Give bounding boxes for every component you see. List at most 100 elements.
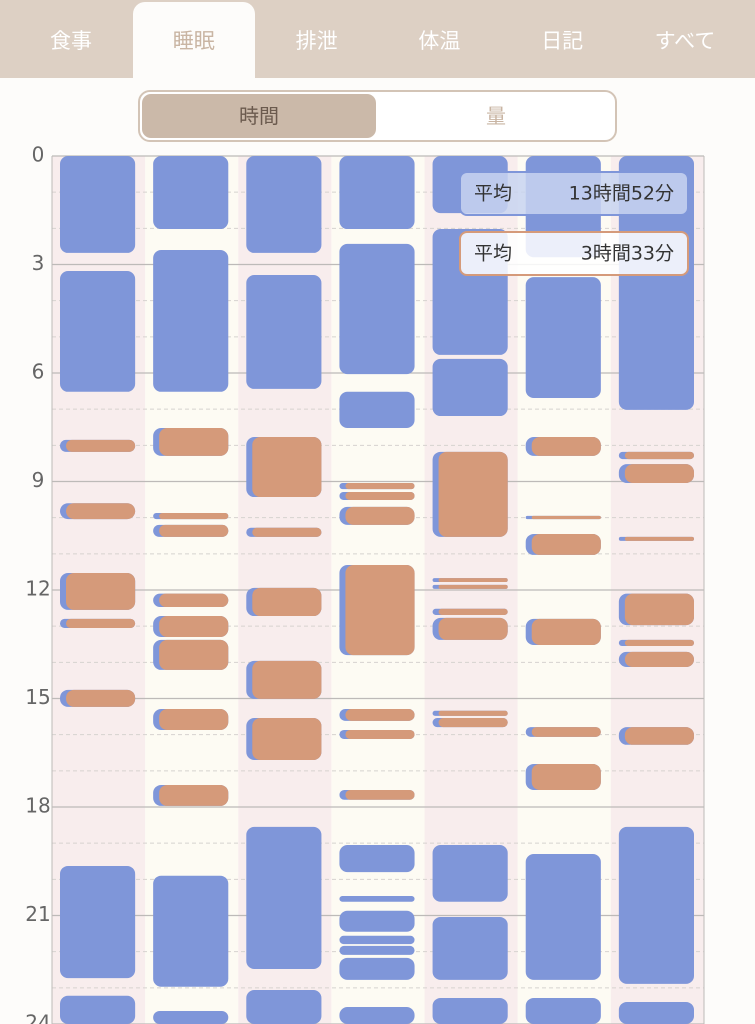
- average-label: 平均: [474, 183, 512, 205]
- sleep-block: [153, 250, 229, 392]
- awake-block: [531, 763, 601, 791]
- sleep-block: [432, 916, 508, 980]
- awake-block: [252, 718, 322, 760]
- y-tick-label: 18: [25, 794, 50, 818]
- awake-block: [345, 491, 415, 500]
- average-label: 平均: [474, 243, 512, 265]
- awake-block: [159, 708, 229, 730]
- sleep-block: [618, 1001, 694, 1024]
- sleep-block: [246, 274, 322, 389]
- sleep-block: [525, 854, 601, 980]
- sleep-block: [339, 156, 415, 230]
- segment[interactable]: 時間: [142, 94, 376, 138]
- sleep-block: [339, 895, 415, 902]
- awake-block: [159, 784, 229, 806]
- sleep-block: [246, 156, 322, 253]
- awake-block: [66, 573, 136, 610]
- awake-block: [624, 464, 694, 483]
- y-tick-label: 6: [32, 360, 45, 384]
- awake-block: [438, 617, 508, 640]
- tab[interactable]: 日記: [541, 29, 584, 53]
- sleep-block: [60, 995, 136, 1024]
- sleep-block: [339, 1007, 415, 1024]
- sleep-block: [153, 1010, 229, 1024]
- tab[interactable]: 睡眠: [132, 2, 255, 78]
- sleep-block: [153, 875, 229, 987]
- average-box: [459, 231, 689, 276]
- sleep-block: [432, 358, 508, 417]
- tab-bar: 食事 睡眠 排泄 体温 日記 すべて: [0, 0, 755, 78]
- sleep-block: [339, 945, 415, 955]
- awake-block: [438, 718, 508, 728]
- sleep-block: [525, 997, 601, 1024]
- sleep-block: [432, 997, 508, 1024]
- awake-block: [345, 708, 415, 721]
- y-tick-label: 15: [25, 685, 50, 709]
- y-tick-label: 0: [32, 143, 45, 167]
- awake-block: [159, 524, 229, 537]
- awake-block: [345, 729, 415, 740]
- sleep-block: [339, 844, 415, 873]
- average-value: 3時間33分: [581, 243, 674, 265]
- average-value: 13時間52分: [569, 183, 674, 205]
- sleep-block: [246, 990, 322, 1024]
- tab[interactable]: 体温: [418, 29, 461, 53]
- awake-block: [159, 616, 229, 638]
- sleep-block: [339, 243, 415, 375]
- awake-block: [252, 587, 322, 617]
- sleep-block: [339, 391, 415, 428]
- awake-block: [252, 660, 322, 699]
- awake-block: [252, 437, 322, 498]
- awake-block: [66, 439, 136, 452]
- y-tick-label: 12: [25, 577, 50, 601]
- awake-block: [252, 527, 322, 537]
- awake-block: [531, 533, 601, 555]
- awake-block: [159, 512, 229, 520]
- awake-block: [66, 618, 136, 628]
- sleep-block: [339, 935, 415, 945]
- awake-block: [531, 515, 601, 520]
- sleep-block: [618, 156, 694, 410]
- tab[interactable]: すべて: [654, 29, 716, 53]
- average-box: [459, 171, 689, 216]
- awake-block: [345, 790, 415, 800]
- awake-block: [345, 506, 415, 525]
- sleep-block: [432, 844, 508, 902]
- awake-block: [345, 565, 415, 656]
- awake-block: [624, 639, 694, 647]
- awake-block: [345, 482, 415, 490]
- sleep-block: [246, 826, 322, 970]
- sleep-block: [339, 910, 415, 932]
- sleep-block: [60, 271, 136, 392]
- sleep-block: [618, 826, 694, 984]
- awake-block: [438, 710, 508, 716]
- awake-block: [66, 503, 136, 520]
- awake-block: [624, 727, 694, 745]
- awake-block: [624, 651, 694, 668]
- awake-block: [624, 451, 694, 460]
- y-tick-label: 3: [32, 251, 45, 275]
- segmented-control: 時間 量: [138, 90, 617, 142]
- sleep-block: [60, 156, 136, 253]
- awake-block: [66, 689, 136, 707]
- sleep-block: [153, 156, 229, 230]
- y-tick-label: 21: [25, 902, 50, 926]
- awake-block: [159, 427, 229, 456]
- awake-block: [624, 593, 694, 626]
- awake-block: [531, 618, 601, 645]
- tab[interactable]: 食事: [50, 29, 92, 53]
- awake-block: [438, 451, 508, 537]
- awake-block: [438, 578, 508, 583]
- awake-block: [624, 536, 694, 541]
- sleep-block: [60, 865, 136, 979]
- y-tick-label: 24: [25, 1011, 50, 1024]
- sleep-block: [525, 277, 601, 398]
- tab[interactable]: 排泄: [295, 29, 338, 53]
- awake-block: [531, 437, 601, 456]
- sleep-block: [339, 957, 415, 980]
- awake-block: [159, 593, 229, 607]
- segment[interactable]: 量: [486, 104, 506, 128]
- awake-block: [531, 727, 601, 737]
- awake-block: [159, 639, 229, 670]
